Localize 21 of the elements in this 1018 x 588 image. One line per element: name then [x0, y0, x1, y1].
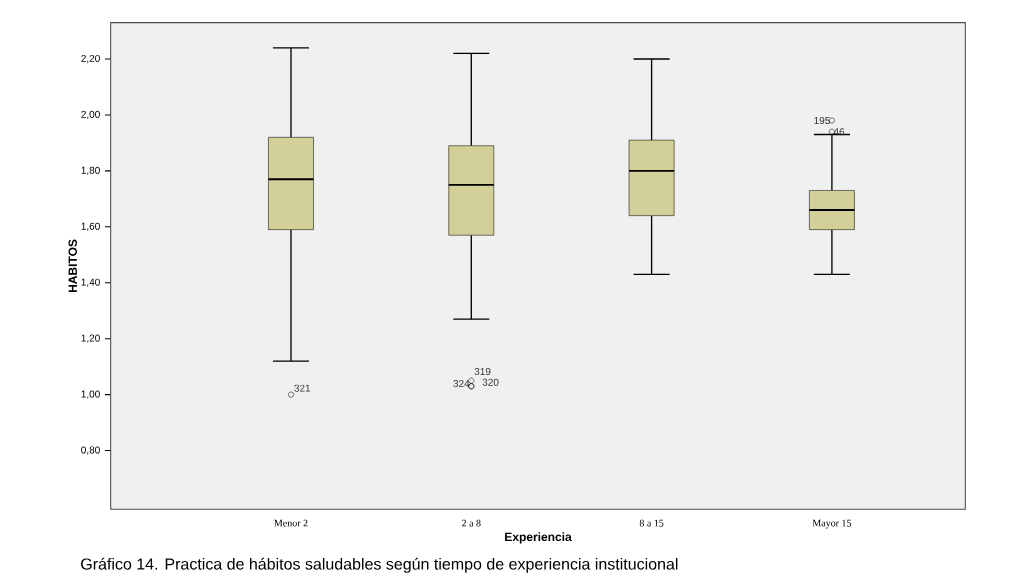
x-axis-title: Experiencia: [505, 532, 572, 544]
annotation: 320: [482, 378, 499, 386]
x-tick-label: 2 a 8: [462, 519, 481, 527]
y-tick-label: 1,00: [81, 390, 100, 399]
y-tick-label: 1,60: [81, 222, 100, 231]
y-tick-label: 1,20: [81, 334, 100, 343]
x-tick-label: Mayor 15: [812, 519, 852, 529]
y-tick-label: 2,20: [81, 54, 100, 64]
text: Gráfico 14. Practica de hábitos saludables según tiempo de experiencia institucional: [81, 557, 678, 573]
y-tick-label: 0,80: [81, 446, 100, 455]
annotation: 324: [453, 380, 470, 388]
y-axis-title: HABITOS: [68, 239, 77, 293]
x-tick-label: 8 a 15: [639, 519, 664, 527]
annotation: 319: [474, 367, 491, 376]
annotation: 195: [814, 117, 830, 125]
y-tick-label: 2,00: [81, 110, 100, 120]
annotation: 321: [294, 384, 311, 392]
annotation: 46: [833, 128, 845, 136]
y-tick-label: 1,80: [81, 166, 100, 176]
y-tick-label: 1,40: [81, 278, 100, 287]
x-tick-label: Menor 2: [274, 519, 308, 527]
